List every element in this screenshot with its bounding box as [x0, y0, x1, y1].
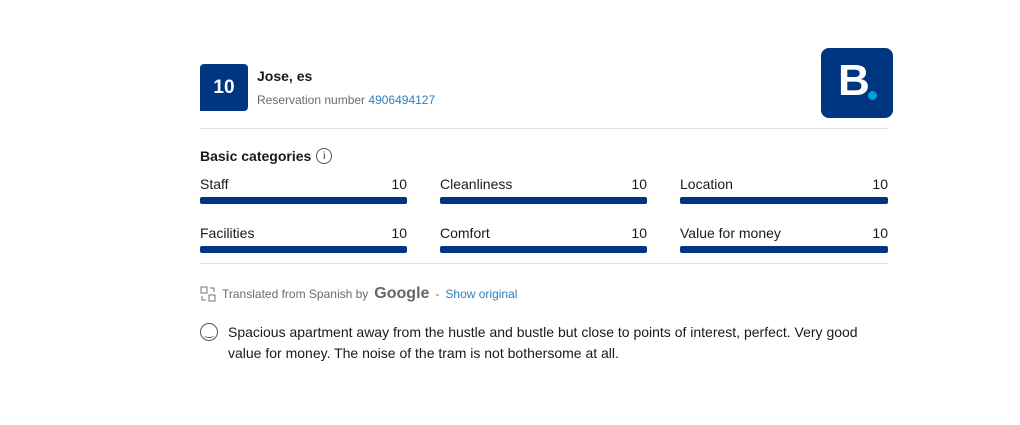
- category-bar: [440, 246, 647, 253]
- category-label: Staff: [200, 176, 229, 192]
- categories-heading: Basic categories i: [200, 148, 333, 164]
- reservation-info: Reservation number 4906494127: [257, 93, 435, 107]
- category-score: 10: [631, 176, 647, 192]
- category-staff: Staff 10: [200, 176, 407, 204]
- review-body: ‿ Spacious apartment away from the hustl…: [200, 322, 890, 364]
- reviewer-name: Jose, es: [257, 68, 313, 84]
- category-bar: [200, 197, 407, 204]
- google-logo: Google: [374, 285, 430, 302]
- info-icon[interactable]: i: [316, 148, 333, 164]
- category-score: 10: [872, 176, 888, 192]
- category-score: 10: [872, 225, 888, 241]
- category-cleanliness: Cleanliness 10: [440, 176, 647, 204]
- translation-text: Translated from Spanish by: [222, 287, 369, 301]
- reservation-label: Reservation number: [257, 93, 366, 107]
- category-bar: [680, 246, 888, 253]
- review-text: Spacious apartment away from the hustle …: [228, 324, 858, 361]
- translate-icon: [200, 286, 216, 302]
- score-badge: 10: [200, 64, 248, 111]
- categories-title: Basic categories: [200, 148, 312, 164]
- divider: [200, 263, 888, 264]
- category-location: Location 10: [680, 176, 888, 204]
- smiley-icon: ‿: [200, 323, 218, 341]
- booking-logo: B: [821, 48, 893, 118]
- category-facilities: Facilities 10: [200, 225, 407, 253]
- category-bar: [200, 246, 407, 253]
- category-bar: [440, 197, 647, 204]
- category-label: Facilities: [200, 225, 255, 241]
- category-value-for-money: Value for money 10: [680, 225, 888, 253]
- category-comfort: Comfort 10: [440, 225, 647, 253]
- category-bar: [680, 197, 888, 204]
- category-label: Comfort: [440, 225, 490, 241]
- show-original-link[interactable]: Show original: [445, 287, 518, 301]
- divider: [200, 128, 888, 129]
- reservation-number-link[interactable]: 4906494127: [368, 93, 436, 107]
- category-score: 10: [391, 176, 407, 192]
- category-label: Cleanliness: [440, 176, 513, 192]
- translation-note: Translated from Spanish by Google - Show…: [200, 285, 517, 303]
- category-label: Value for money: [680, 225, 781, 241]
- separator: -: [435, 287, 440, 301]
- category-score: 10: [391, 225, 407, 241]
- category-score: 10: [631, 225, 647, 241]
- category-label: Location: [680, 176, 733, 192]
